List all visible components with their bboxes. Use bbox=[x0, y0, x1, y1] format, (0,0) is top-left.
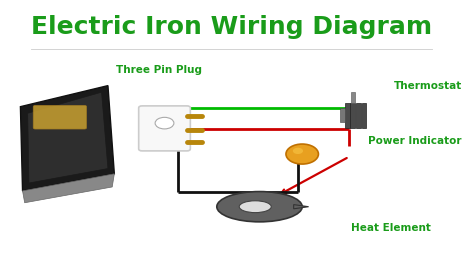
Text: Heat Element: Heat Element bbox=[351, 223, 431, 233]
Bar bbox=[350, 103, 355, 128]
FancyBboxPatch shape bbox=[33, 105, 87, 129]
Polygon shape bbox=[20, 86, 114, 191]
Polygon shape bbox=[23, 174, 114, 203]
Text: Three Pin Plug: Three Pin Plug bbox=[116, 65, 202, 75]
Bar bbox=[351, 92, 355, 103]
Text: Thermostat: Thermostat bbox=[394, 81, 462, 91]
Text: Power Indicator: Power Indicator bbox=[368, 136, 462, 146]
Polygon shape bbox=[27, 92, 108, 183]
Circle shape bbox=[155, 117, 174, 129]
Circle shape bbox=[286, 144, 319, 164]
Circle shape bbox=[293, 148, 303, 154]
Text: Electric Iron Wiring Diagram: Electric Iron Wiring Diagram bbox=[31, 15, 432, 39]
Ellipse shape bbox=[217, 192, 302, 222]
Bar bbox=[340, 108, 345, 122]
FancyBboxPatch shape bbox=[139, 106, 191, 151]
Bar bbox=[356, 103, 361, 128]
Bar bbox=[345, 103, 350, 128]
Bar bbox=[362, 103, 366, 128]
Ellipse shape bbox=[239, 201, 271, 213]
Polygon shape bbox=[294, 205, 309, 209]
